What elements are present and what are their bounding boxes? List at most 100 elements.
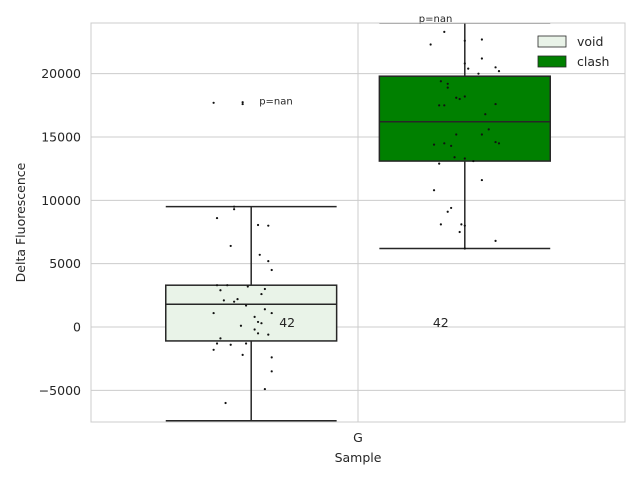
data-point-void [241, 101, 244, 104]
data-point-clash [439, 223, 442, 226]
data-point-void [236, 298, 239, 301]
data-point-clash [463, 95, 466, 98]
plot-frame [90, 22, 626, 423]
y-tick-label: −5000 [39, 383, 81, 398]
data-point-void [212, 311, 215, 315]
y-tick-label: 5000 [49, 256, 81, 271]
data-point-void [229, 343, 232, 346]
data-point-void [263, 387, 266, 391]
data-point-void [229, 244, 232, 248]
data-point-clash [480, 38, 483, 41]
legend: void clash [537, 34, 609, 69]
data-point-clash [443, 104, 446, 107]
data-point-clash [463, 62, 466, 65]
data-point-clash [480, 57, 483, 60]
data-point-clash [450, 206, 453, 210]
data-point-void [253, 328, 256, 331]
pvalue-label-clash: p=nan [419, 14, 453, 25]
data-point-void [226, 284, 229, 287]
y-tick-label: 15000 [41, 130, 81, 145]
data-point-void [224, 401, 227, 405]
data-point-void [215, 284, 219, 287]
data-point-void [270, 311, 273, 315]
strip-points-layer [212, 30, 501, 405]
legend-label-clash: clash [577, 54, 609, 69]
y-tick-label: 10000 [41, 193, 81, 208]
data-point-clash [438, 104, 441, 107]
data-point-clash [497, 142, 501, 145]
data-point-clash [438, 162, 441, 165]
data-point-clash [484, 113, 487, 116]
data-point-clash [429, 43, 432, 46]
data-point-void [222, 299, 225, 302]
data-point-void [219, 337, 222, 340]
data-point-clash [463, 157, 466, 160]
data-point-clash [494, 102, 497, 106]
data-point-clash [455, 133, 458, 136]
data-point-void [212, 101, 215, 104]
data-point-clash [472, 159, 475, 163]
data-point-clash [446, 86, 449, 89]
y-tick-label: 0 [73, 320, 81, 335]
data-point-clash [494, 140, 497, 144]
data-point-clash [446, 210, 449, 213]
box-clash [378, 75, 551, 162]
data-point-clash [463, 247, 466, 250]
data-point-clash [432, 189, 436, 192]
data-point-void [263, 308, 266, 311]
count-label-void: 42 [279, 315, 295, 330]
x-tick-label: G [353, 430, 363, 445]
data-point-clash [494, 66, 497, 69]
data-point-void [215, 216, 219, 220]
y-axis-label: Delta Fluorescence [13, 162, 28, 282]
data-point-clash [458, 97, 461, 101]
data-point-void [246, 285, 249, 288]
legend-swatch-clash [537, 55, 567, 68]
data-point-void [258, 253, 261, 256]
data-point-clash [497, 70, 501, 73]
data-point-void [215, 342, 219, 345]
data-point-clash [443, 30, 446, 33]
data-point-clash [453, 156, 456, 159]
data-point-void [233, 205, 236, 208]
data-point-void [256, 332, 260, 335]
data-point-void [244, 342, 248, 345]
box-void [165, 284, 338, 342]
pvalue-label-void: p=nan [259, 97, 293, 108]
data-point-void [244, 304, 248, 307]
data-point-clash [480, 133, 483, 136]
data-point-void [212, 348, 215, 351]
y-tick-label: 20000 [41, 66, 81, 81]
data-point-void [256, 223, 260, 227]
data-point-clash [477, 72, 480, 75]
data-point-void [263, 287, 266, 291]
data-point-clash [460, 223, 463, 226]
data-point-void [233, 300, 236, 303]
data-point-clash [487, 128, 490, 131]
data-point-void [260, 322, 263, 325]
data-point-void [267, 260, 270, 263]
data-point-void [270, 370, 273, 373]
data-point-clash [450, 144, 453, 147]
data-point-void [253, 315, 256, 318]
data-point-void [239, 324, 243, 327]
legend-swatch-void [537, 35, 567, 48]
data-point-void [241, 102, 244, 106]
y-tick-labels: −5000 0 5000 10000 15000 20000 [39, 66, 81, 398]
x-tick-labels: G [353, 430, 363, 445]
annotations-layer: 42 p=nan 42 p=nan [259, 14, 452, 330]
data-point-void [241, 353, 244, 356]
legend-label-void: void [577, 34, 603, 49]
data-point-void [256, 320, 260, 324]
data-point-clash [455, 96, 458, 99]
count-label-clash: 42 [433, 315, 449, 330]
data-point-void [219, 289, 222, 292]
x-axis-label: Sample [335, 450, 382, 465]
data-point-void [267, 224, 270, 227]
data-point-clash [463, 224, 466, 227]
data-point-clash [446, 82, 449, 85]
data-point-void [270, 356, 273, 359]
data-point-clash [480, 178, 483, 182]
data-point-clash [463, 39, 466, 42]
